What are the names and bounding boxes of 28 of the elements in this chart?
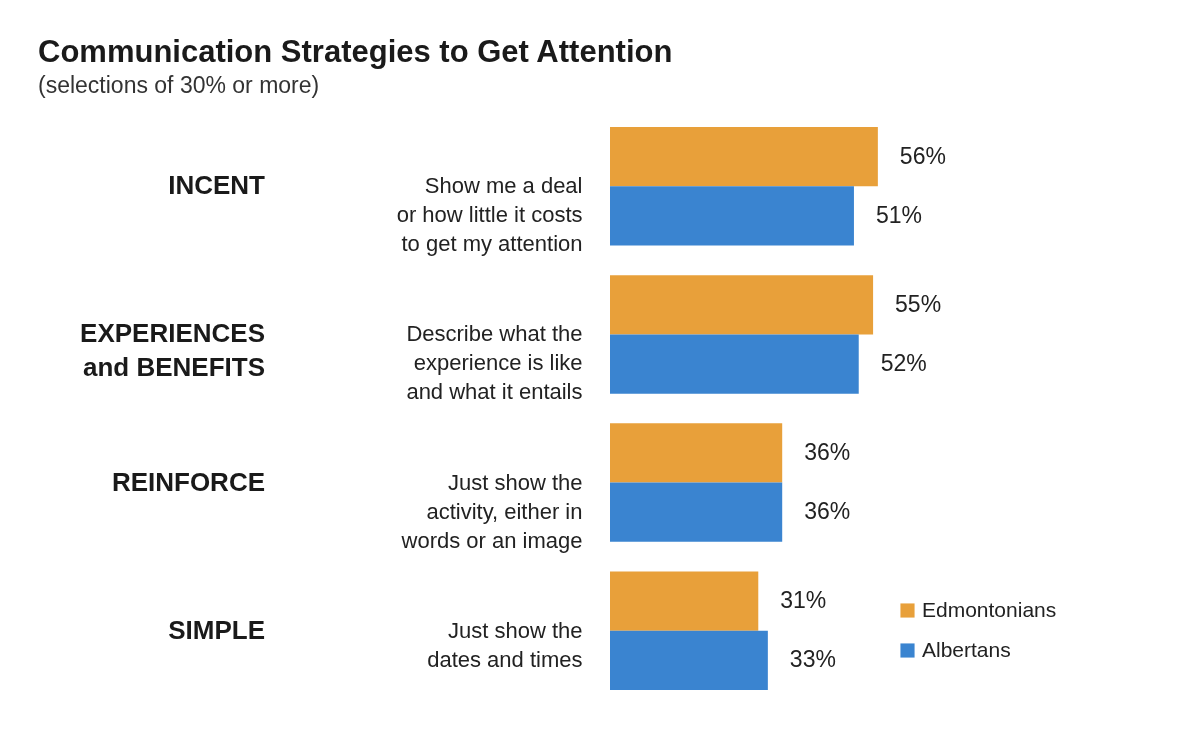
bar: [610, 423, 783, 483]
data-label: 36%: [804, 498, 851, 525]
bar: [610, 275, 874, 335]
legend-label: Edmontonians: [922, 597, 1057, 621]
y-tick-label: Show me a deal or how little it costs to get my attention: [396, 173, 583, 257]
data-label: 56%: [899, 142, 946, 169]
bar: [610, 630, 768, 690]
text: REINFORCE: [111, 466, 265, 497]
text: EXPERIENCES and BENEFITS: [80, 318, 265, 383]
text: SIMPLE: [168, 614, 265, 645]
bar: [610, 186, 854, 246]
data-label: 31%: [780, 587, 827, 614]
y-tick-label: Just show the activity, either in words or an image: [400, 469, 583, 553]
data-label: 52%: [880, 350, 927, 377]
bar: [610, 334, 859, 394]
text: INCENT: [168, 170, 266, 201]
data-label: 36%: [804, 438, 851, 465]
y-tick-label: Describe what the experience is like and what it entails: [406, 321, 583, 405]
bar: [610, 127, 878, 187]
data-label: 55%: [895, 290, 942, 317]
bar: [610, 571, 759, 631]
data-label: 33%: [789, 646, 836, 673]
data-label: 51%: [875, 201, 922, 228]
bar: [610, 482, 783, 542]
text: (selections of 30% or more): [38, 72, 320, 98]
legend-label: Albertans: [922, 637, 1011, 661]
y-tick-label: Just show the dates and times: [427, 617, 583, 672]
text: Communication Strategies to Get Attention: [38, 34, 673, 69]
